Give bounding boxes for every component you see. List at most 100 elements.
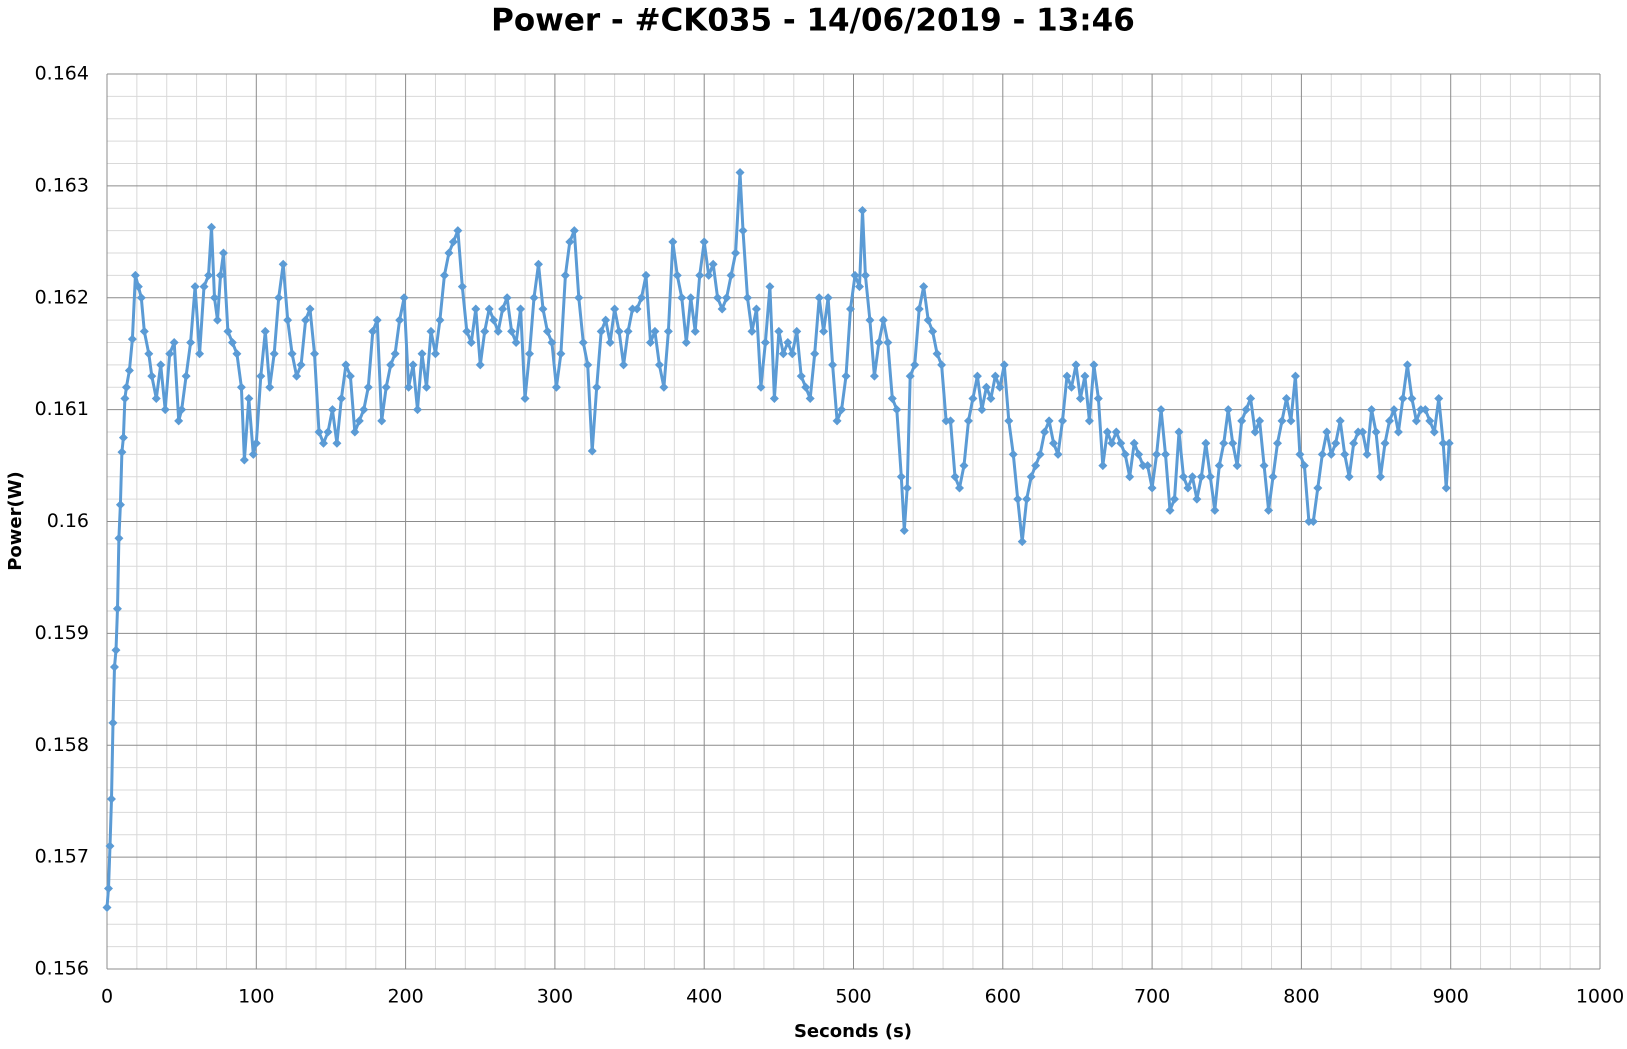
- data-point: [1232, 461, 1242, 471]
- data-point: [239, 455, 249, 465]
- data-point: [1326, 449, 1336, 459]
- data-point: [1210, 505, 1220, 515]
- data-point: [614, 326, 624, 336]
- data-point: [896, 472, 906, 482]
- x-tick-label: 900: [1433, 986, 1469, 1008]
- data-point: [1438, 438, 1448, 448]
- y-tick-label: 0.164: [35, 63, 89, 85]
- data-point: [955, 483, 965, 493]
- data-point: [480, 326, 490, 336]
- y-tick-label: 0.157: [35, 846, 89, 868]
- data-point: [1407, 393, 1417, 403]
- data-point: [408, 360, 418, 370]
- data-point: [681, 338, 691, 347]
- data-point: [1425, 416, 1435, 426]
- data-point: [471, 304, 481, 314]
- x-tick-label: 200: [387, 986, 423, 1008]
- data-point: [981, 382, 991, 392]
- data-point: [874, 338, 884, 347]
- data-point: [533, 259, 543, 269]
- data-point: [1004, 416, 1014, 426]
- data-point: [1214, 461, 1224, 471]
- data-point: [404, 382, 414, 392]
- data-point: [1116, 438, 1126, 448]
- data-point: [1075, 393, 1085, 403]
- data-point: [310, 349, 320, 359]
- data-point: [1335, 416, 1345, 426]
- data-point: [1062, 371, 1072, 381]
- data-point: [747, 326, 757, 336]
- data-point: [144, 349, 154, 359]
- data-point: [147, 371, 157, 381]
- data-point: [832, 416, 842, 426]
- data-point: [1107, 438, 1117, 448]
- data-point: [905, 371, 915, 381]
- data-point: [902, 483, 912, 493]
- data-point: [111, 645, 121, 655]
- data-point: [1358, 427, 1368, 437]
- data-point: [538, 304, 548, 314]
- data-point: [381, 382, 391, 392]
- data-point: [1277, 416, 1287, 426]
- data-point: [823, 293, 833, 303]
- data-point: [1308, 517, 1318, 526]
- data-point: [1066, 382, 1076, 392]
- data-point: [1093, 393, 1103, 403]
- data-point: [1411, 416, 1421, 426]
- data-point: [846, 304, 856, 314]
- data-point: [663, 326, 673, 336]
- data-point: [105, 841, 115, 851]
- data-point: [359, 405, 369, 415]
- data-point: [726, 270, 736, 280]
- data-point: [1384, 416, 1394, 426]
- data-point: [1434, 393, 1444, 403]
- data-point: [1040, 427, 1050, 437]
- data-point: [1322, 427, 1332, 437]
- data-point: [937, 360, 947, 370]
- data-point: [672, 270, 682, 280]
- data-point: [650, 326, 660, 336]
- data-point: [350, 427, 360, 437]
- data-point: [587, 446, 597, 456]
- data-point: [118, 433, 128, 443]
- data-point: [1147, 483, 1157, 493]
- data-point: [1237, 416, 1247, 426]
- data-point: [963, 416, 973, 426]
- data-point: [136, 293, 146, 303]
- series-line: [105, 171, 1451, 908]
- data-point: [1044, 416, 1054, 426]
- data-point: [265, 382, 275, 392]
- data-point: [1192, 494, 1202, 504]
- data-point: [668, 237, 678, 247]
- data-point: [1223, 405, 1233, 415]
- data-point: [1165, 505, 1175, 515]
- data-point: [435, 315, 445, 325]
- data-point: [301, 315, 311, 325]
- data-point: [542, 326, 552, 336]
- data-point: [841, 371, 851, 381]
- data-point: [887, 393, 897, 403]
- data-point: [377, 416, 387, 426]
- data-point: [444, 248, 454, 258]
- x-tick-label: 400: [686, 986, 722, 1008]
- data-point: [209, 293, 219, 303]
- data-point: [121, 382, 131, 392]
- data-point: [1134, 449, 1144, 459]
- data-point: [1120, 449, 1130, 459]
- data-point: [999, 360, 1009, 370]
- data-point: [760, 338, 770, 347]
- data-point: [986, 393, 996, 403]
- y-tick-label: 0.16: [47, 510, 89, 532]
- data-point: [1313, 483, 1323, 493]
- data-point: [1362, 449, 1372, 459]
- data-point: [592, 382, 602, 392]
- data-point: [422, 382, 432, 392]
- x-tick-label: 1000: [1576, 986, 1624, 1008]
- data-point: [1376, 472, 1386, 482]
- data-point: [1295, 449, 1305, 459]
- x-tick-label: 100: [238, 986, 274, 1008]
- data-point: [314, 427, 324, 437]
- data-point: [345, 371, 355, 381]
- data-point: [502, 293, 512, 303]
- x-tick-label: 300: [537, 986, 573, 1008]
